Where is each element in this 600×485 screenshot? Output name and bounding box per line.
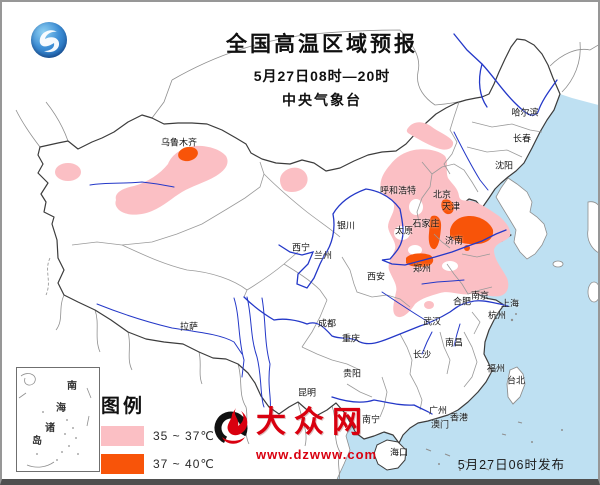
yellow-river — [278, 188, 507, 289]
yarlung-river — [96, 303, 243, 355]
heat-region-gansu-west — [280, 167, 308, 193]
inset-char: 岛 — [32, 436, 42, 447]
salween-river — [233, 297, 245, 378]
inset-char: 南 — [67, 381, 77, 392]
forecast-period: 5月27日08时—20时 — [253, 68, 391, 84]
heat-regions-37-40 — [178, 146, 494, 267]
dragon-swirl-icon — [39, 30, 60, 53]
legend-label: 35 ~ 37℃ — [153, 429, 215, 443]
tarim-river — [89, 181, 175, 188]
heat-region-tianjin — [441, 199, 454, 215]
sea-area — [337, 94, 598, 479]
heat-region-urumqi — [178, 146, 198, 162]
heat-region-west-xinjiang — [55, 163, 81, 181]
pearl-river — [331, 396, 433, 415]
heat-region-jinan-bohai — [450, 216, 494, 245]
foreign-land — [495, 177, 598, 303]
songhua-river — [453, 33, 558, 116]
han-river — [381, 291, 431, 324]
legend-row-37-40C: 37 ~ 40℃ — [101, 454, 215, 474]
inset-char: 诸 — [45, 423, 55, 434]
province-borders — [71, 101, 543, 418]
legend-label: 37 ~ 40℃ — [153, 457, 215, 471]
dzwww-logo — [31, 22, 67, 58]
heat-region-north-china — [380, 149, 511, 318]
liao-river — [453, 131, 489, 191]
heat-region-hubei-north — [424, 301, 434, 309]
legend-swatch — [101, 426, 144, 446]
islands — [373, 313, 563, 471]
xiang-river — [421, 331, 433, 355]
nen-river — [478, 63, 488, 108]
gan-river — [453, 323, 461, 347]
legend-items: 35 ~ 37℃ 37 ~ 40℃ — [101, 426, 215, 474]
agency-name: 中央气象台 — [282, 92, 362, 108]
jeju-island — [552, 260, 564, 268]
watermark-url: www.dzwww.com — [256, 447, 378, 462]
inset-char: 海 — [56, 403, 66, 414]
map-header: 全国高温区域预报 5月27日08时—20时 中央气象台 — [152, 28, 492, 110]
hainan-island — [373, 439, 407, 471]
huai-river — [421, 279, 465, 285]
inset-islands-art — [18, 373, 92, 468]
heat-region-northeast-band — [406, 122, 454, 150]
south-china-sea-inset: 南海诸岛 — [16, 367, 100, 472]
heat-region-gaps — [394, 199, 458, 271]
dzwww-flame-icon — [214, 408, 248, 445]
heat-region-zhengzhou — [406, 253, 434, 267]
yangtze-river — [243, 296, 509, 345]
korea-peninsula — [495, 177, 548, 260]
release-time: 5月27日06时发布 — [457, 458, 565, 472]
page-title: 全国高温区域预报 — [226, 33, 418, 56]
legend: 图例 35 ~ 37℃ 37 ~ 40℃ — [101, 391, 215, 474]
legend-title: 图例 — [101, 396, 146, 417]
heat-region-shijiazhuang — [428, 215, 442, 250]
heat-region-xinjiang-band — [115, 145, 228, 215]
taiwan-island — [506, 366, 526, 405]
foreign-borders — [15, 29, 598, 479]
mekong-river — [261, 297, 271, 411]
jinsha-river — [246, 296, 265, 408]
watermark-site-name: 大众网 — [256, 406, 370, 439]
legend-swatch — [101, 454, 144, 474]
kyushu-island — [587, 281, 598, 303]
heat-regions-35-37 — [55, 122, 511, 318]
japan-island — [587, 201, 598, 253]
rivers — [89, 33, 558, 415]
dzwww-watermark: 大众网 www.dzwww.com — [212, 404, 377, 462]
legend-row-35-37C: 35 ~ 37℃ — [101, 426, 215, 446]
